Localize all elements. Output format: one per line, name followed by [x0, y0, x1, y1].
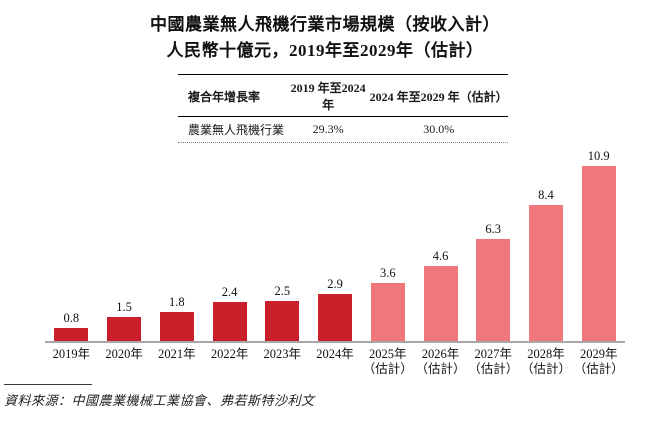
bar-group: 2.9 — [309, 149, 362, 341]
bar-value-label: 1.8 — [169, 294, 185, 309]
cagr-header-2019-2024: 2019 年至2024 年 — [290, 81, 366, 112]
bars-row: 0.8 1.5 1.8 2.4 2.5 2.9 3.6 4.6 6.3 8.4 10.9 — [45, 149, 625, 341]
bar-group: 10.9 — [572, 149, 625, 341]
cagr-header-2024-2029: 2024 年至2029 年（估計） — [369, 89, 508, 104]
cagr-table: 複合年增長率 2019 年至2024 年 2024 年至2029 年（估計） 農… — [178, 74, 508, 143]
x-axis-label: 2022年 — [210, 347, 249, 361]
x-axis-label: 2025年 （估計） — [362, 347, 413, 376]
bar-actual — [265, 300, 300, 341]
x-axis-label: 2029年 （估計） — [573, 347, 624, 376]
cagr-table-header-row: 複合年增長率 2019 年至2024 年 2024 年至2029 年（估計） — [178, 74, 508, 117]
cagr-table-data-row: 農業無人飛機行業 29.3% 30.0% — [178, 117, 508, 143]
bar-value-label: 2.5 — [274, 283, 291, 298]
cagr-value-2024-2029: 30.0% — [423, 122, 455, 136]
x-axis-label: 2026年 （估計） — [415, 347, 466, 376]
bar-group: 3.6 — [361, 149, 414, 341]
bar-group: 0.8 — [45, 149, 98, 341]
x-axis-line — [45, 341, 625, 343]
bar-group: 4.6 — [414, 149, 467, 341]
x-axis-label: 2028年 （估計） — [520, 347, 571, 376]
x-axis-label: 2021年 — [158, 347, 196, 361]
x-axis-label: 2027年 （估計） — [468, 347, 519, 376]
x-axis-label: 2020年 — [105, 347, 143, 361]
x-axis-labels-row: 2019年 2020年 2021年 2022年 2023年 2024年 2025年 （估計）… — [45, 343, 625, 377]
chart-titles: 中國農業無人飛機行業市場規模（按收入計） 人民幣十億元，2019年至2029年（… — [0, 0, 650, 63]
bar-group: 2.4 — [203, 149, 256, 341]
bar-value-label: 3.6 — [379, 265, 396, 280]
bar-estimate — [370, 282, 405, 341]
bar-value-label: 6.3 — [485, 221, 502, 236]
bar-actual — [107, 316, 142, 341]
bar-value-label: 2.4 — [221, 285, 238, 300]
bar-group: 6.3 — [467, 149, 520, 341]
page-title: 中國農業無人飛機行業市場規模（按收入計） — [150, 15, 500, 34]
cagr-row-label: 農業無人飛機行業 — [188, 123, 285, 137]
bar-chart: 0.8 1.5 1.8 2.4 2.5 2.9 3.6 4.6 6.3 8.4 10.9 2019年… — [45, 149, 625, 377]
bar-value-label: 10.9 — [587, 149, 610, 163]
bar-value-label: 0.8 — [63, 311, 80, 326]
bar-actual — [159, 311, 194, 341]
bar-value-label: 1.5 — [116, 299, 132, 314]
bar-estimate — [476, 238, 511, 341]
bar-group: 2.5 — [256, 149, 309, 341]
bar-actual — [318, 294, 353, 341]
source-text: 資料來源：中國農業機械工業協會、弗若斯特沙利文 — [4, 393, 315, 408]
cagr-value-2019-2024: 29.3% — [312, 122, 344, 136]
bar-estimate — [528, 204, 563, 341]
bar-estimate — [581, 166, 616, 341]
x-axis-label: 2023年 — [263, 347, 302, 361]
x-axis-label: 2024年 — [316, 347, 354, 361]
bar-estimate — [423, 266, 458, 341]
bar-group: 1.5 — [98, 149, 151, 341]
bar-value-label: 8.4 — [538, 187, 554, 202]
x-axis-label: 2019年 — [52, 347, 91, 361]
bar-group: 8.4 — [520, 149, 573, 341]
page-subtitle: 人民幣十億元，2019年至2029年（估計） — [166, 41, 484, 60]
bar-value-label: 2.9 — [327, 277, 343, 292]
cagr-header-metric: 複合年增長率 — [188, 89, 261, 104]
bar-group: 1.8 — [150, 149, 203, 341]
bar-actual — [212, 302, 247, 341]
source-footer: 資料來源：中國農業機械工業協會、弗若斯特沙利文 — [4, 384, 315, 409]
bar-actual — [54, 328, 89, 341]
bar-value-label: 4.6 — [432, 249, 449, 264]
source-divider-line — [4, 384, 92, 385]
